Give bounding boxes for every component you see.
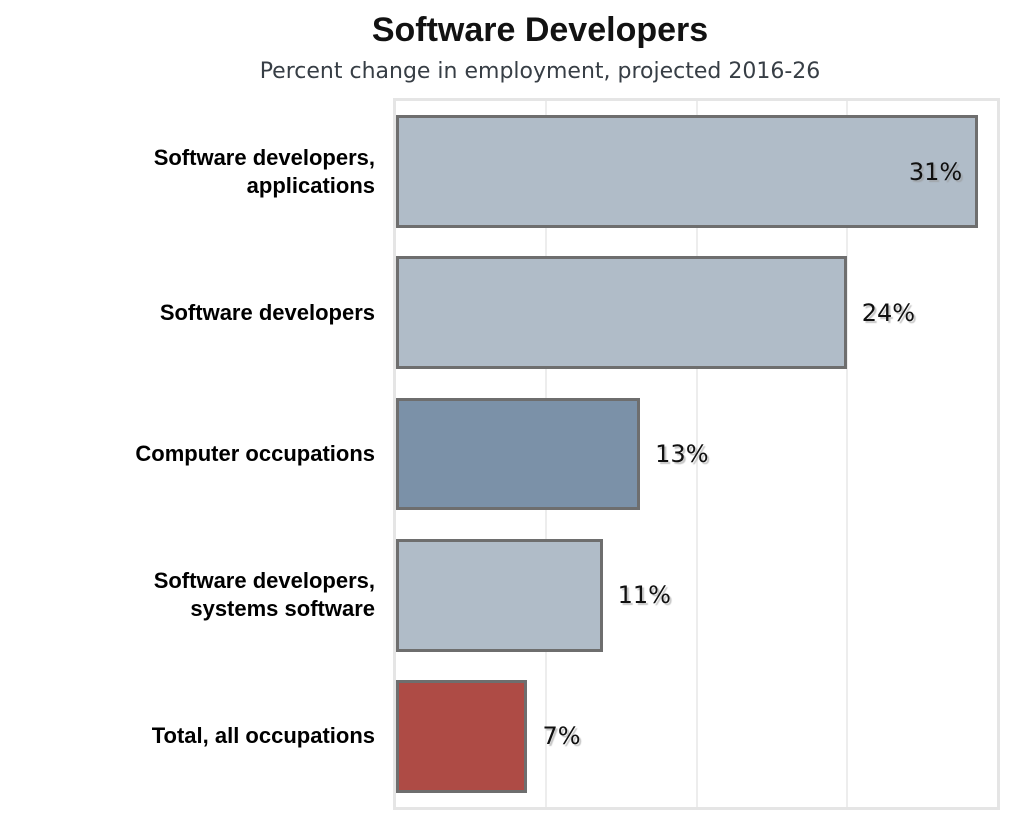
bar xyxy=(396,115,979,229)
category-label: Software developers, applications xyxy=(153,144,375,198)
bar xyxy=(396,256,847,370)
bar-value-label: 7% xyxy=(542,722,581,751)
bar-row: 11% xyxy=(396,525,997,666)
bar xyxy=(396,679,528,793)
bar-value-label: 13% xyxy=(655,439,709,468)
bar xyxy=(396,397,641,511)
chart-subtitle: Percent change in employment, projected … xyxy=(259,59,821,84)
category-axis-labels: Software developers, applications Software… xyxy=(0,101,375,807)
bar-row: 24% xyxy=(396,242,997,383)
gridline xyxy=(845,101,848,807)
gridline xyxy=(695,101,698,807)
plot-area: 31% 24% 13% 11% 7% xyxy=(393,98,1000,810)
chart-title: Software Developers xyxy=(371,11,709,49)
bar-value-label: 11% xyxy=(617,581,671,610)
bar-row: 7% xyxy=(396,666,997,807)
category-label: Computer occupations xyxy=(135,441,375,466)
category-label: Software developers xyxy=(159,299,375,325)
category-label: Software developers, systems software xyxy=(153,568,375,622)
bar-row: 13% xyxy=(396,383,997,524)
bar-row: 31% xyxy=(396,101,997,242)
bar xyxy=(396,538,603,652)
category-label: Total, all occupations xyxy=(151,723,375,749)
chart-header: Software Developers Percent change in em… xyxy=(60,8,1020,86)
bar-value-label: 24% xyxy=(861,298,916,327)
bar-value-label: 31% xyxy=(908,157,963,186)
